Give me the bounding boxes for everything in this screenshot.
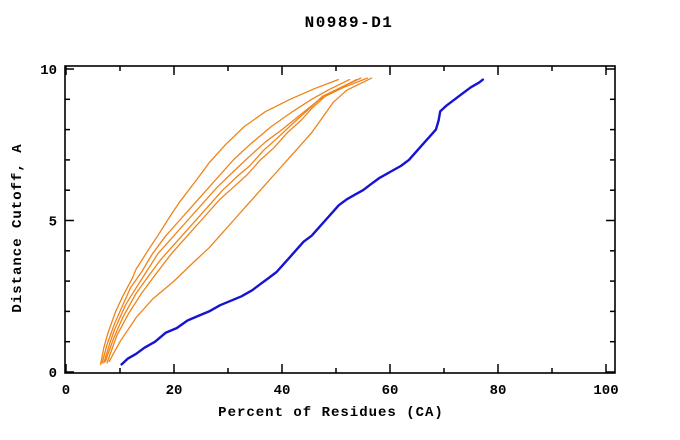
orange-curve-2 <box>101 78 351 364</box>
y-axis-label: Distance Cutoff, A <box>10 143 26 312</box>
x-tick-label: 60 <box>382 383 399 399</box>
orange-curve-5 <box>106 77 368 364</box>
orange-curve-6 <box>108 77 373 363</box>
y-tick-label: 0 <box>49 366 57 382</box>
orange-curve-3 <box>103 78 358 364</box>
orange-curve-1 <box>99 78 339 366</box>
x-tick-label: 40 <box>274 383 291 399</box>
x-axis-label: Percent of Residues (CA) <box>218 405 444 421</box>
plot-frame <box>64 65 616 374</box>
y-tick-label: 5 <box>49 215 57 231</box>
x-tick-label: 0 <box>62 383 70 399</box>
blue-curve <box>120 78 485 366</box>
plot-layer: 0 20 40 60 80 100 0 5 10 <box>40 63 618 399</box>
x-tick-label: 100 <box>593 383 618 399</box>
x-tick-label: 80 <box>490 383 507 399</box>
chart-title: N0989-D1 <box>305 14 394 32</box>
y-tick-label: 10 <box>40 63 57 79</box>
x-tick-label: 20 <box>166 383 183 399</box>
orange-curve-4 <box>104 77 362 363</box>
